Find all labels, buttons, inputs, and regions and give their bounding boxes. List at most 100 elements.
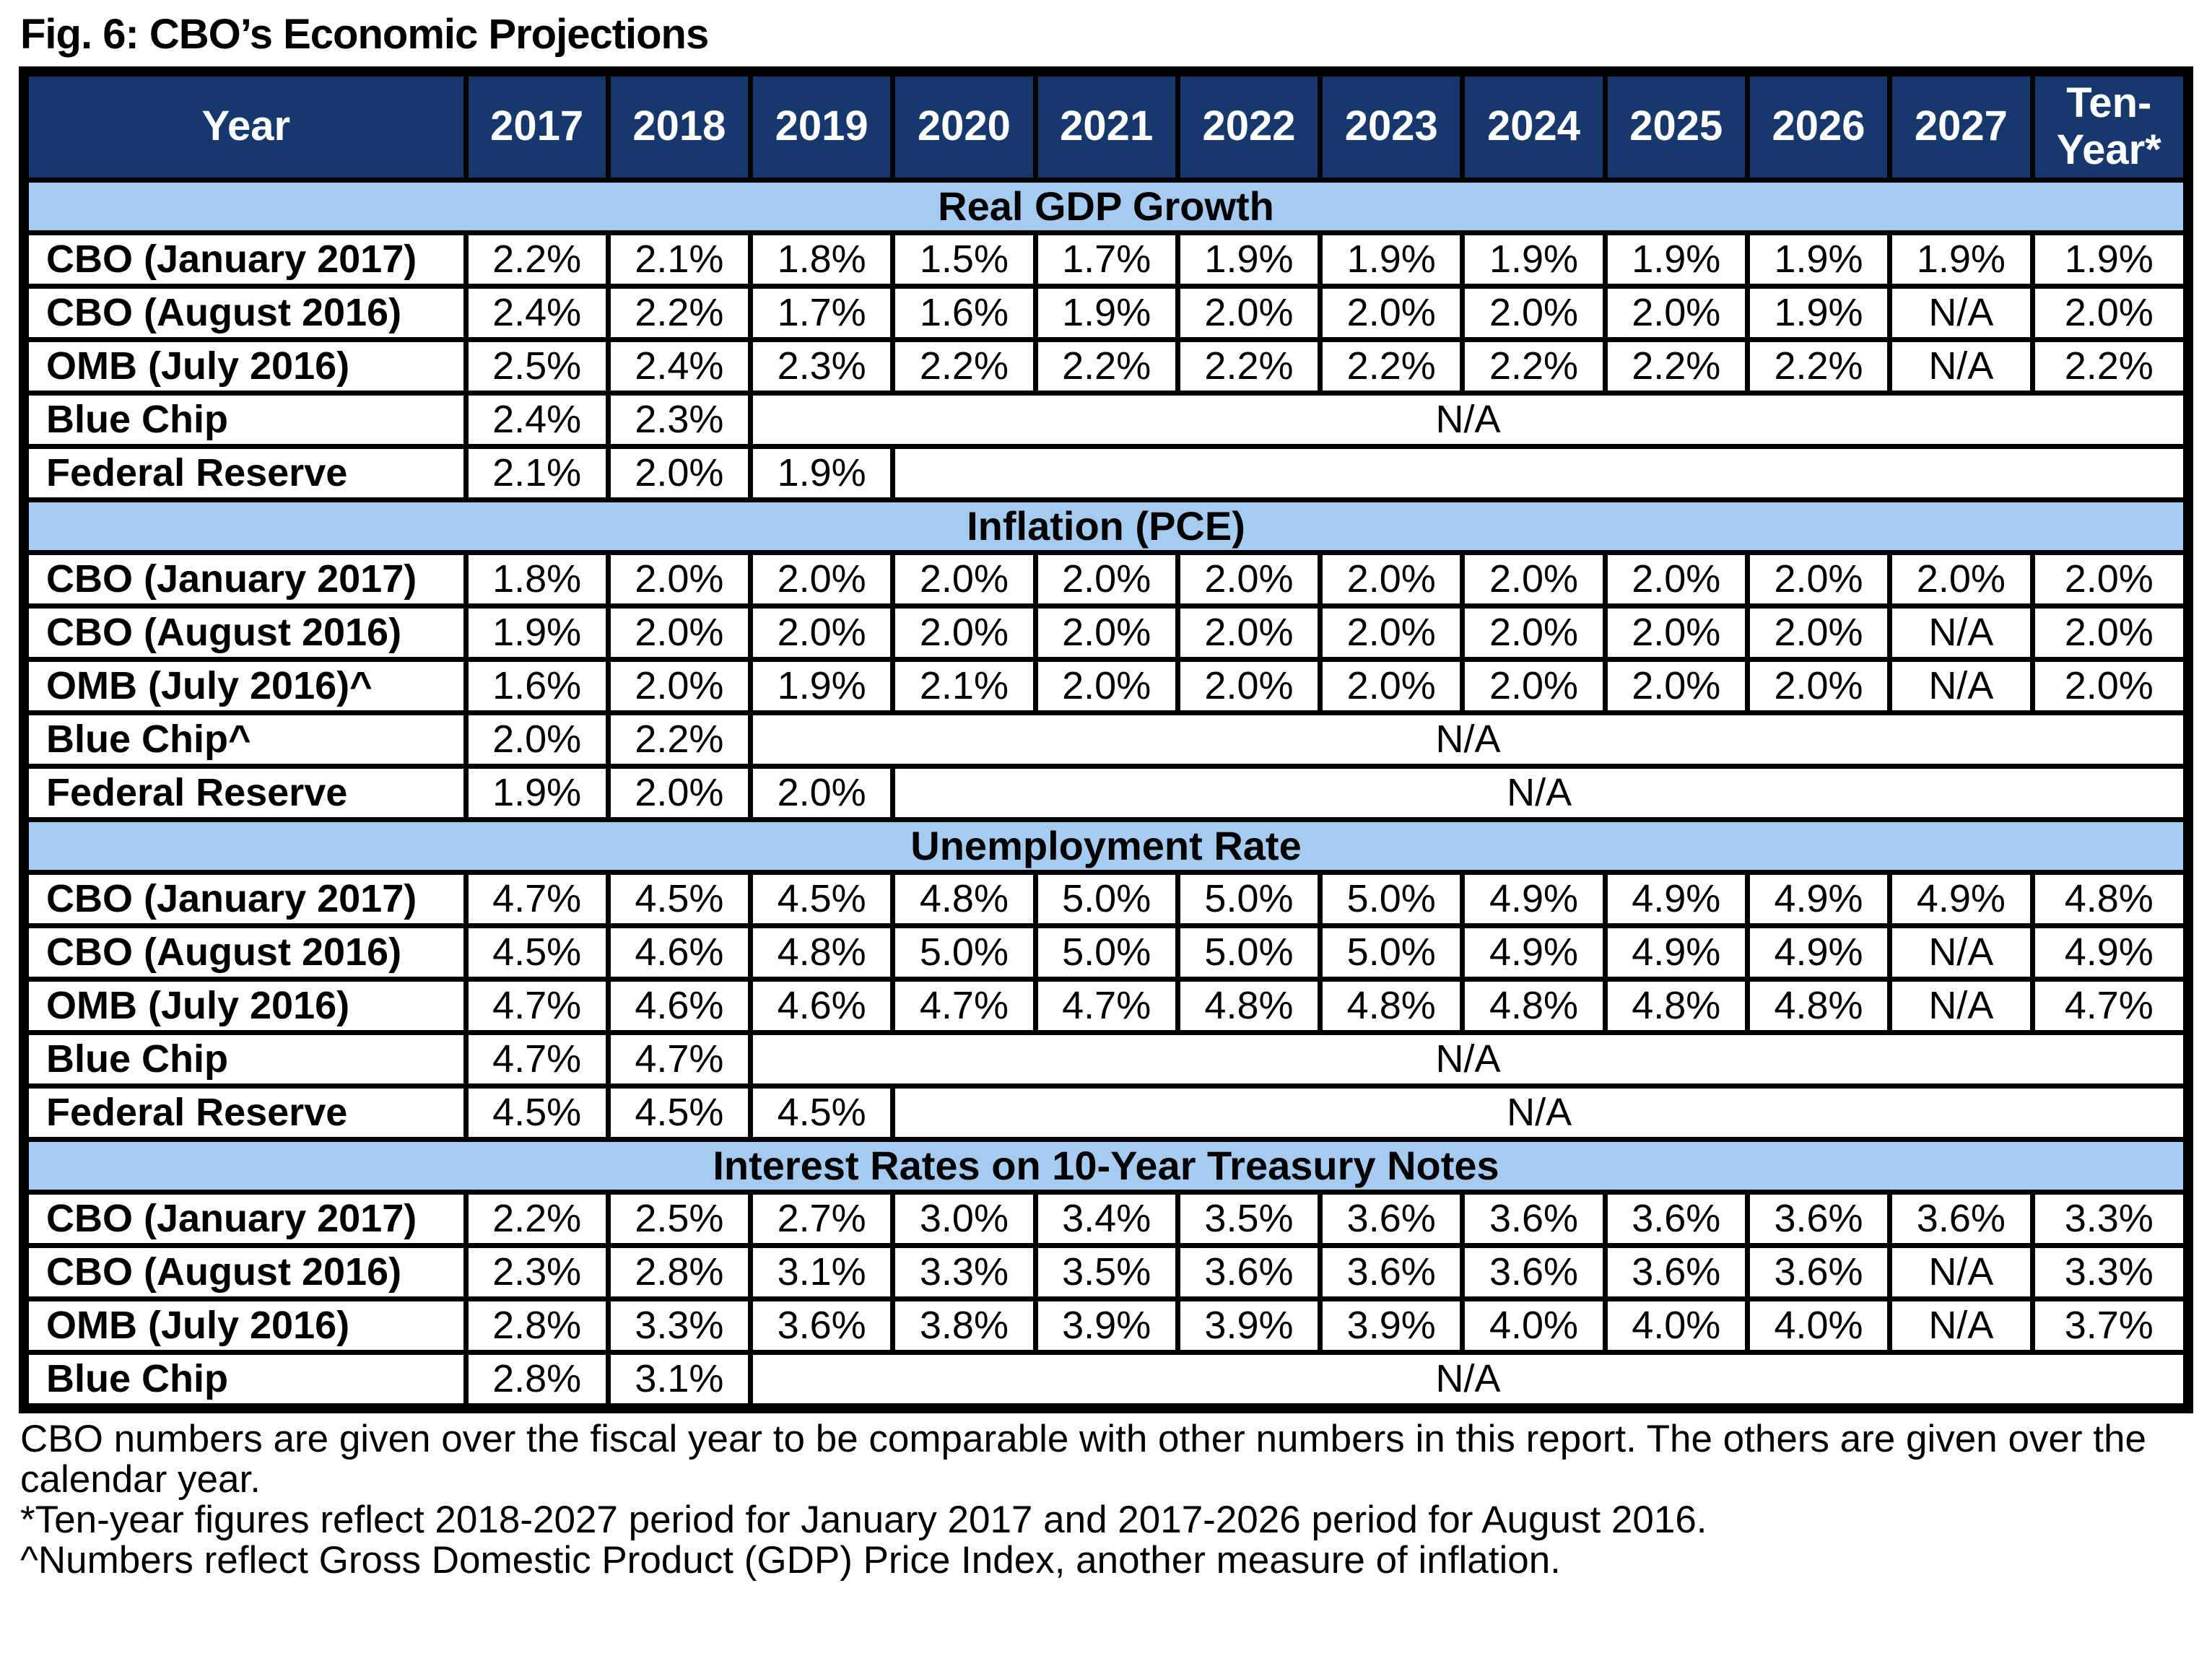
row-label: Federal Reserve [21,443,469,502]
value-cell: 5.0% [1318,869,1466,928]
value-cell: 1.9% [1602,230,1750,289]
value-cell: 3.6% [1318,1242,1466,1301]
table-row: Blue Chip 2.8% 3.1% N/A [21,1349,2191,1411]
value-cell: 4.6% [748,976,896,1035]
table-row: CBO (August 2016) 2.4% 2.2% 1.7% 1.6% 1.9% 2.0… [21,283,2191,342]
value-cell: 2.8% [463,1349,611,1411]
value-cell: 1.9% [1744,283,1893,342]
value-cell: 2.0% [605,443,754,502]
value-cell: 2.2% [463,1189,611,1248]
value-cell: 2.3% [748,336,896,396]
year-column-header: 2027 [1887,69,2035,183]
value-cell: 4.5% [463,923,611,982]
value-cell: 2.0% [748,549,896,609]
value-cell: 2.0% [748,603,896,662]
value-cell: 2.2% [2029,336,2191,396]
value-cell: 2.0% [1744,549,1893,609]
value-cell: 3.6% [1175,1242,1323,1301]
value-cell: N/A [1887,923,2035,982]
section-title: Interest Rates on 10-Year Treasury Notes [21,1136,2191,1195]
year-column-header: 2018 [605,69,754,183]
value-cell: 2.0% [2029,603,2191,662]
value-cell: 2.0% [1887,549,2035,609]
row-label: CBO (August 2016) [21,1242,469,1301]
value-cell: 2.0% [2029,549,2191,609]
row-label: CBO (January 2017) [21,1189,469,1248]
value-cell: 4.5% [605,869,754,928]
row-label: Blue Chip^ [21,710,469,769]
value-cell: 1.9% [1887,230,2035,289]
footnotes: CBO numbers are given over the fiscal ye… [20,1418,2195,1582]
value-cell: 2.0% [605,603,754,662]
row-label: CBO (August 2016) [21,283,469,342]
value-cell: 2.0% [1602,603,1750,662]
value-cell: 5.0% [1318,923,1466,982]
value-cell: 4.7% [463,976,611,1035]
value-cell: 1.6% [463,656,611,715]
value-cell: 4.7% [890,976,1038,1035]
value-cell: 2.0% [748,763,896,822]
row-label: Blue Chip [21,1029,469,1089]
span-cell: N/A [748,710,2191,769]
value-cell: 2.2% [1602,336,1750,396]
value-cell: 4.0% [1744,1296,1893,1355]
value-cell: 4.8% [748,923,896,982]
value-cell: 5.0% [1175,869,1323,928]
value-cell: 2.5% [463,336,611,396]
value-cell: 4.7% [463,1029,611,1089]
table-row: CBO (January 2017) 2.2% 2.5% 2.7% 3.0% 3.4% 3.… [21,1189,2191,1248]
value-cell: 1.9% [748,443,896,502]
footnote-line: ^Numbers reflect Gross Domestic Product … [20,1539,1561,1582]
value-cell: 2.0% [1175,656,1323,715]
value-cell: 3.9% [1175,1296,1323,1355]
value-cell: 4.7% [463,869,611,928]
value-cell: 3.9% [1032,1296,1180,1355]
value-cell: 2.0% [605,656,754,715]
value-cell: 2.0% [1460,603,1608,662]
row-label: Federal Reserve [21,763,469,822]
table-row: OMB (July 2016) 2.8% 3.3% 3.6% 3.8% 3.9% 3.9% 3… [21,1296,2191,1355]
value-cell: 2.1% [890,656,1038,715]
value-cell: 4.9% [1887,869,2035,928]
value-cell: N/A [1887,1296,2035,1355]
value-cell: 3.6% [748,1296,896,1355]
table-row: Federal Reserve 2.1% 2.0% 1.9% [21,443,2191,502]
value-cell: 2.0% [1602,283,1750,342]
value-cell: 2.3% [605,390,754,449]
table-row: Federal Reserve 1.9% 2.0% 2.0% N/A [21,763,2191,822]
value-cell: 4.9% [2029,923,2191,982]
section-title: Unemployment Rate [21,816,2191,875]
value-cell: 2.2% [1175,336,1323,396]
value-cell: 3.6% [1602,1189,1750,1248]
value-cell: 3.4% [1032,1189,1180,1248]
value-cell: 5.0% [1175,923,1323,982]
year-column-header: 2021 [1032,69,1180,183]
row-label: CBO (January 2017) [21,869,469,928]
value-cell: 4.5% [748,869,896,928]
value-cell: 2.4% [463,283,611,342]
value-cell: 4.6% [605,976,754,1035]
value-cell: 2.0% [1032,549,1180,609]
value-cell: 3.6% [1744,1189,1893,1248]
table-row: CBO (January 2017) 2.2% 2.1% 1.8% 1.5% 1.7% 1.… [21,230,2191,289]
value-cell: 2.0% [1602,656,1750,715]
year-column-header: 2020 [890,69,1038,183]
value-cell: 1.8% [748,230,896,289]
value-cell: 2.0% [605,549,754,609]
value-cell: 1.9% [1032,283,1180,342]
value-cell: 4.8% [1460,976,1608,1035]
value-cell: 2.2% [605,710,754,769]
value-cell: 2.0% [1175,603,1323,662]
value-cell: 2.0% [1460,283,1608,342]
value-cell: 3.3% [890,1242,1038,1301]
row-label: Blue Chip [21,1349,469,1411]
value-cell: 2.0% [1460,549,1608,609]
value-cell: 3.1% [748,1242,896,1301]
table-row: OMB (July 2016) 4.7% 4.6% 4.6% 4.7% 4.7% 4.8% 4… [21,976,2191,1035]
table-row: CBO (August 2016) 1.9% 2.0% 2.0% 2.0% 2.0% 2.0… [21,603,2191,662]
value-cell: 2.0% [1318,603,1466,662]
value-cell: 4.9% [1744,923,1893,982]
value-cell: 5.0% [890,923,1038,982]
row-label: OMB (July 2016) [21,336,469,396]
value-cell: 4.9% [1602,923,1750,982]
